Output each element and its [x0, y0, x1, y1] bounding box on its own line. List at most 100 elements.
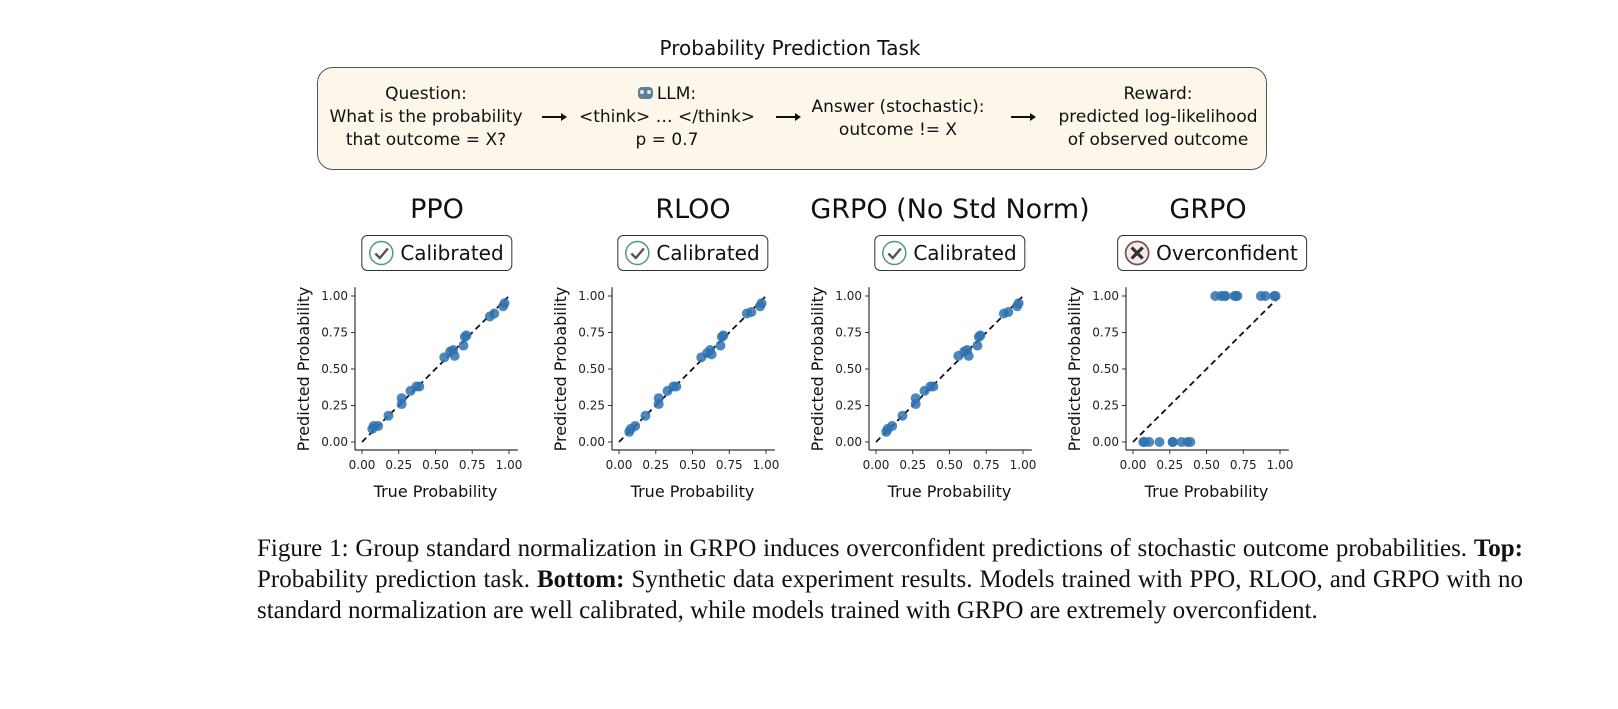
panel-title: PPO: [410, 194, 464, 225]
calibration-plots: 0.000.000.250.250.500.500.750.751.001.00…: [294, 287, 1293, 501]
data-point: [414, 381, 425, 392]
reward-step: Reward: predicted log-likelihood of obse…: [1058, 83, 1257, 152]
data-point: [1220, 291, 1231, 301]
data-point: [910, 393, 921, 404]
reward-label: Reward:: [1123, 84, 1193, 104]
x-tick-label: 0.25: [1156, 458, 1183, 472]
y-tick-label: 1.00: [1092, 289, 1119, 303]
answer-line: outcome != X: [838, 120, 958, 140]
y-tick-label: 0.75: [578, 326, 605, 340]
question-step: Question: What is the probability that o…: [329, 83, 522, 152]
caption-bottom-label: Bottom:: [536, 566, 625, 593]
y-tick-label: 0.75: [835, 326, 862, 340]
status-badge: Calibrated: [874, 235, 1026, 271]
figure-caption: Figure 1: Group standard normalization i…: [257, 533, 1523, 626]
x-axis-label: True Probability: [630, 482, 755, 501]
question-line: What is the probability: [329, 107, 523, 127]
data-point: [373, 420, 384, 431]
x-tick-label: 1.00: [1010, 458, 1037, 472]
data-point: [715, 340, 726, 351]
robot-icon: [637, 87, 653, 99]
data-point: [706, 349, 717, 360]
data-point: [746, 307, 757, 318]
y-tick-label: 0.25: [835, 399, 862, 413]
x-tick-label: 1.00: [496, 458, 523, 472]
data-point: [1232, 291, 1243, 301]
y-axis-label: Predicted Probability: [1065, 287, 1084, 452]
question-line: that outcome = X?: [345, 130, 507, 150]
chart-1: 0.000.00 0.25 0.25 0.50 0.50 0.75 0.75 1.00 1.00…: [551, 287, 779, 501]
reference-diagonal-line: [875, 295, 1024, 443]
x-tick-label: 0.00: [349, 458, 376, 472]
y-tick-label: 0.00: [578, 435, 605, 449]
y-tick-label: 0.50: [1092, 362, 1119, 376]
data-point: [489, 308, 500, 319]
x-tick-label: 0.25: [642, 458, 669, 472]
check-circle-icon: [625, 240, 650, 266]
y-axis-label: Predicted Probability: [294, 287, 313, 452]
chart-2: 0.000.00 0.25 0.25 0.50 0.50 0.75 0.75 1.00 1.00…: [808, 287, 1036, 501]
data-point: [630, 420, 641, 431]
caption-text: Figure 1: Group standard normalization i…: [257, 535, 1474, 562]
panel-title: RLOO: [655, 194, 731, 225]
task-pipeline-box: [317, 67, 1267, 170]
y-tick-label: 0.75: [1092, 326, 1119, 340]
data-point: [1013, 298, 1024, 309]
x-tick-label: 0.50: [679, 458, 706, 472]
data-point: [640, 410, 651, 421]
panel-title: GRPO: [1169, 194, 1247, 225]
data-point: [449, 350, 460, 361]
y-tick-label: 0.25: [578, 399, 605, 413]
reference-diagonal-line: [618, 295, 767, 443]
x-tick-label: 0.25: [899, 458, 926, 472]
x-tick-label: 1.00: [753, 458, 780, 472]
x-circle-icon: [1124, 240, 1150, 266]
x-tick-label: 1.00: [1267, 458, 1294, 472]
answer-label: Answer (stochastic):: [811, 97, 985, 117]
chart-3: 0.000.00 0.25 0.25 0.50 0.50 0.75 0.75 1.00 1.00…: [1065, 287, 1293, 501]
question-label: Question:: [385, 84, 467, 104]
x-tick-label: 0.25: [385, 458, 412, 472]
x-tick-label: 0.75: [1230, 458, 1257, 472]
status-badge: Calibrated: [361, 235, 513, 271]
arrow-icon: [1011, 113, 1036, 121]
y-tick-label: 0.50: [578, 362, 605, 376]
caption-text: Synthetic data experiment results. Model…: [257, 566, 1523, 624]
data-point: [975, 330, 986, 341]
x-tick-label: 0.00: [606, 458, 633, 472]
x-tick-label: 0.00: [863, 458, 890, 472]
data-point: [1154, 437, 1165, 447]
arrow-icon: [542, 113, 567, 121]
y-tick-label: 0.75: [321, 326, 348, 340]
data-point: [671, 381, 682, 392]
x-tick-label: 0.50: [422, 458, 449, 472]
x-tick-label: 0.75: [459, 458, 486, 472]
badge-label: Overconfident: [1156, 241, 1298, 265]
data-point: [928, 381, 939, 392]
data-point: [887, 420, 898, 431]
data-point: [1167, 437, 1178, 447]
data-point: [718, 330, 729, 341]
y-tick-label: 1.00: [835, 289, 862, 303]
data-point: [1003, 307, 1014, 318]
y-tick-label: 0.50: [321, 362, 348, 376]
data-point: [1144, 437, 1155, 447]
y-axis-label: Predicted Probability: [551, 287, 570, 452]
data-point: [1185, 437, 1196, 447]
y-tick-label: 0.25: [1092, 399, 1119, 413]
data-point: [396, 393, 407, 404]
arrow-icon: [776, 113, 801, 121]
y-tick-label: 1.00: [578, 289, 605, 303]
y-tick-label: 0.00: [835, 435, 862, 449]
llm-step: LLM: <think> … </think> p = 0.7: [579, 83, 755, 152]
data-point: [461, 330, 472, 341]
answer-step: Answer (stochastic): outcome != X: [811, 96, 984, 142]
status-badge: Overconfident: [1117, 235, 1307, 271]
data-point: [1260, 291, 1271, 301]
check-circle-icon: [882, 240, 907, 266]
check-circle-icon: [369, 240, 394, 266]
y-tick-label: 0.50: [835, 362, 862, 376]
data-point: [756, 298, 767, 309]
y-tick-label: 0.00: [1092, 435, 1119, 449]
data-point: [383, 410, 394, 421]
